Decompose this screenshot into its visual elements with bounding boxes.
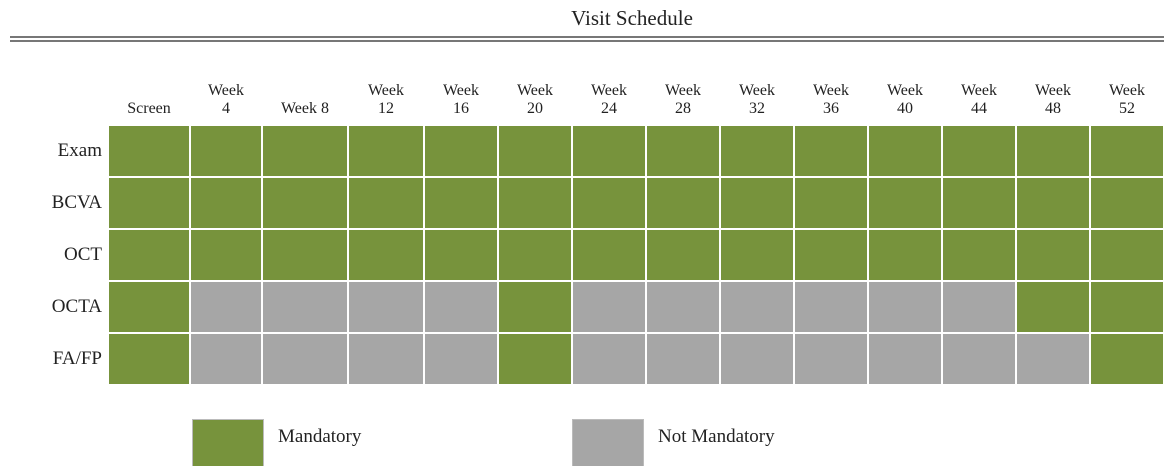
row-label: OCTA [51,296,102,317]
schedule-cell [1016,125,1090,177]
schedule-cell [572,281,646,333]
schedule-cell [262,177,348,229]
schedule-cell [1090,177,1164,229]
schedule-cell [262,333,348,385]
schedule-cell [348,281,424,333]
column-header: Week 32 [738,82,776,117]
schedule-cell [108,333,190,385]
schedule-cell [794,125,868,177]
column-header: Week 8 [280,100,330,117]
column-header: Week 36 [812,82,850,117]
schedule-cell [348,177,424,229]
schedule-cell [794,333,868,385]
schedule-cell [108,229,190,281]
schedule-cell [1090,333,1164,385]
schedule-cell [646,125,720,177]
schedule-cell [262,281,348,333]
schedule-cell [498,229,572,281]
schedule-cell [868,333,942,385]
schedule-cell [498,333,572,385]
legend-swatch [192,419,264,466]
schedule-cell [794,177,868,229]
row-label: OCT [64,244,102,265]
schedule-cell [720,281,794,333]
schedule-cell [1016,229,1090,281]
schedule-cell [646,281,720,333]
schedule-cell [424,125,498,177]
schedule-cell [572,333,646,385]
schedule-cell [794,281,868,333]
column-header: Week 48 [1034,82,1072,117]
schedule-cell [190,125,262,177]
schedule-cell [190,177,262,229]
row-label: FA/FP [52,348,102,369]
schedule-cell [262,125,348,177]
column-header: Week 12 [367,82,405,117]
legend-label: Mandatory [278,426,362,447]
schedule-cell [646,333,720,385]
schedule-cell [262,229,348,281]
legend-label: Not Mandatory [658,426,775,447]
schedule-cell [572,177,646,229]
schedule-cell [720,229,794,281]
schedule-cell [868,177,942,229]
schedule-cell [794,229,868,281]
schedule-cell [720,333,794,385]
schedule-cell [190,281,262,333]
schedule-cell [190,229,262,281]
schedule-cell [942,333,1016,385]
column-header: Week 44 [960,82,998,117]
schedule-cell [108,177,190,229]
column-header: Week 28 [664,82,702,117]
title-rule [10,36,1164,42]
row-label: Exam [57,140,102,161]
schedule-cell [646,229,720,281]
schedule-cell [646,177,720,229]
schedule-cell [108,125,190,177]
schedule-cell [942,177,1016,229]
title: Visit Schedule [571,6,693,30]
schedule-cell [348,333,424,385]
schedule-cell [1016,177,1090,229]
schedule-cell [498,281,572,333]
schedule-cell [1016,333,1090,385]
schedule-cell [942,281,1016,333]
row-label: BCVA [51,192,102,213]
schedule-cell [720,125,794,177]
schedule-cell [942,125,1016,177]
schedule-cell [424,281,498,333]
schedule-cell [1090,229,1164,281]
schedule-cell [1016,281,1090,333]
schedule-cell [1090,125,1164,177]
legend-swatch [572,419,644,466]
column-header: Screen [127,100,171,117]
schedule-cell [868,125,942,177]
schedule-cell [942,229,1016,281]
schedule-cell [424,229,498,281]
column-header: Week 4 [207,82,245,117]
schedule-cell [572,125,646,177]
schedule-cell [424,177,498,229]
schedule-cell [348,125,424,177]
schedule-cell [868,281,942,333]
column-header: Week 40 [886,82,924,117]
schedule-cell [720,177,794,229]
column-header: Week 24 [590,82,628,117]
schedule-cell [1090,281,1164,333]
column-header: Week 20 [516,82,554,117]
schedule-cell [572,229,646,281]
schedule-cell [190,333,262,385]
schedule-cell [424,333,498,385]
schedule-cell [348,229,424,281]
schedule-cell [868,229,942,281]
column-header: Week 52 [1108,82,1146,117]
schedule-cell [108,281,190,333]
schedule-cell [498,177,572,229]
schedule-cell [498,125,572,177]
column-header: Week 16 [442,82,480,117]
